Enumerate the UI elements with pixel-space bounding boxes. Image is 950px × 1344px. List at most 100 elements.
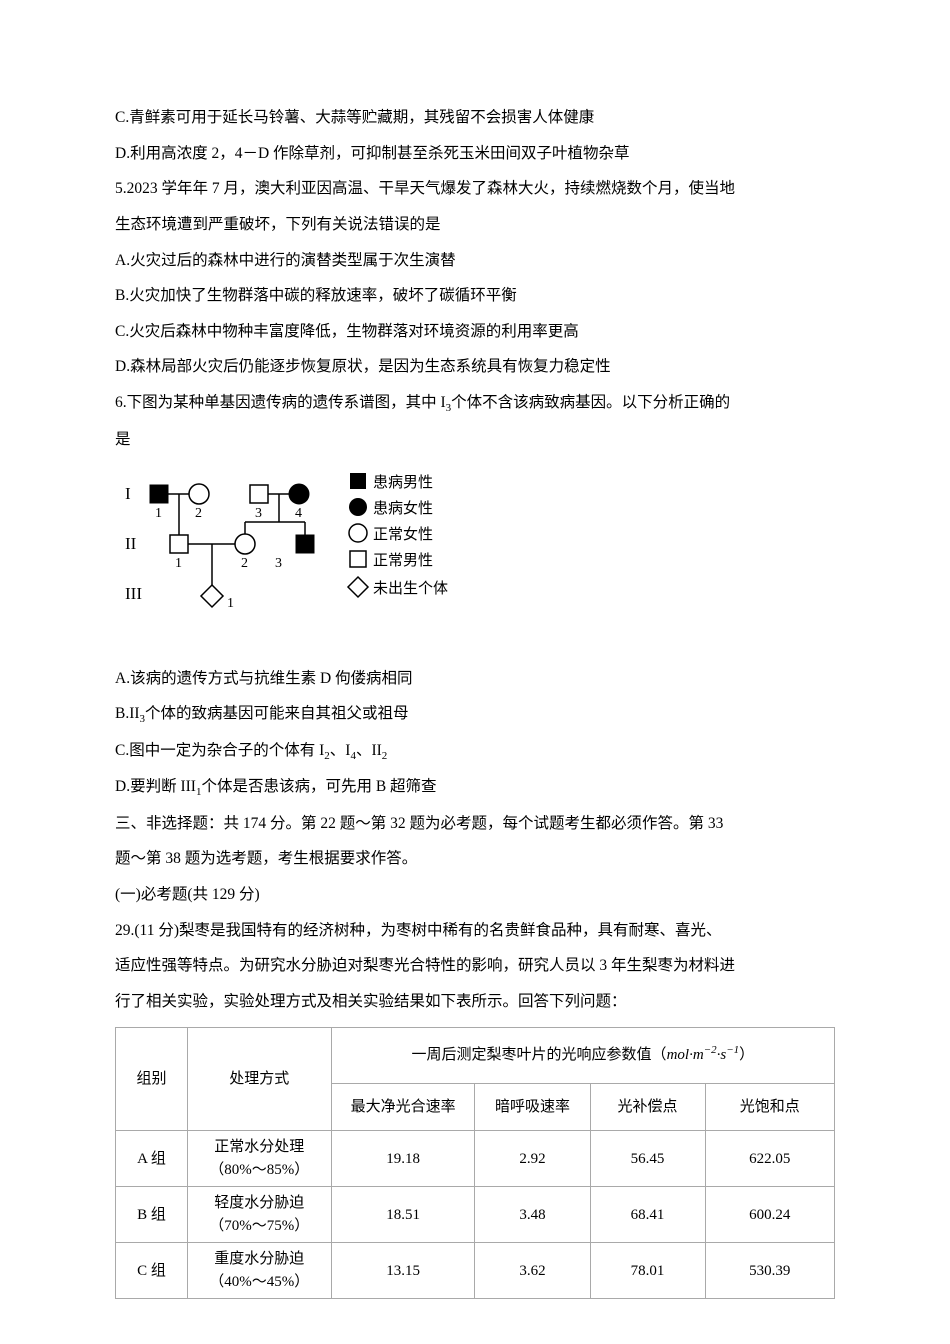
section-3-2: 题～第 38 题为选考题，考生根据要求作答。 <box>115 841 835 877</box>
cell-v2: 2.92 <box>475 1131 590 1187</box>
q5-b: B.火灾加快了生物群落中碳的释放速率，破坏了碳循环平衡 <box>115 278 835 314</box>
ii1-label: 1 <box>175 556 182 571</box>
q29-1: 29.(11 分)梨枣是我国特有的经济树种，为枣树中稀有的名贵鲜食品种，具有耐寒… <box>115 913 835 949</box>
q5-stem-1: 5.2023 学年年 7 月，澳大利亚因高温、干旱天气爆发了森林大火，持续燃烧数… <box>115 171 835 207</box>
legend-unborn-icon <box>348 577 368 597</box>
cell-v2: 3.62 <box>475 1243 590 1299</box>
q6-c-1: C.图中一定为杂合子的个体有 I <box>115 742 324 759</box>
table-row: C 组 重度水分胁迫 （40%～45%） 13.15 3.62 78.01 530… <box>116 1243 835 1299</box>
cell-v4: 622.05 <box>705 1131 834 1187</box>
ii3-square <box>296 535 314 553</box>
legend-unborn: 未出生个体 <box>373 580 448 597</box>
treat-2: （70%～75%） <box>209 1218 309 1234</box>
gen-label-1: I <box>125 484 131 503</box>
legend-afff: 患病女性 <box>373 499 433 517</box>
q6-stem-1a: 6.下图为某种单基因遗传病的遗传系谱图，其中 I <box>115 394 446 411</box>
treat-2: （40%～45%） <box>209 1274 309 1290</box>
ii3-label: 3 <box>275 556 282 571</box>
treat-2: （80%～85%） <box>209 1162 309 1178</box>
i2-label: 2 <box>195 506 202 521</box>
iii1-label: 1 <box>227 596 234 611</box>
q6-b-2: 个体的致病基因可能来自其祖父或祖母 <box>145 705 409 722</box>
treat-1: 正常水分处理 <box>214 1139 304 1155</box>
legend-affm-icon <box>350 473 366 489</box>
i4-label: 4 <box>295 506 302 521</box>
cell-treat: 重度水分胁迫 （40%～45%） <box>187 1243 331 1299</box>
cell-group: C 组 <box>116 1243 188 1299</box>
i1-label: 1 <box>155 506 162 521</box>
q6-c-2: 、I <box>330 742 351 759</box>
cell-treat: 轻度水分胁迫 （70%～75%） <box>187 1187 331 1243</box>
ii2-label: 2 <box>241 556 248 571</box>
cell-v1: 19.18 <box>331 1131 475 1187</box>
cell-v2: 3.48 <box>475 1187 590 1243</box>
hdr-c2: 暗呼吸速率 <box>475 1083 590 1131</box>
cell-v4: 530.39 <box>705 1243 834 1299</box>
legend-affm: 患病男性 <box>373 474 433 491</box>
q6-stem-2: 是 <box>115 422 835 458</box>
pedigree-diagram: I II III 1 2 3 4 1 2 3 1 患病男性 患病女性 正常女性 … <box>115 467 515 637</box>
ii2-circle <box>235 534 255 554</box>
legend-afff-icon <box>349 498 367 516</box>
q5-stem-2: 生态环境遭到严重破坏，下列有关说法错误的是 <box>115 207 835 243</box>
experiment-table-wrap: 组别 处理方式 一周后测定梨枣叶片的光响应参数值（mol·m−2·s−1） 最大… <box>115 1027 835 1299</box>
q6-stem-1b: 个体不含该病致病基因。以下分析正确的 <box>451 394 730 411</box>
i1-square <box>150 485 168 503</box>
q6-d-1: D.要判断 III <box>115 778 196 795</box>
q5-d: D.森林局部火灾后仍能逐步恢复原状，是因为生态系统具有恢复力稳定性 <box>115 349 835 385</box>
experiment-table: 组别 处理方式 一周后测定梨枣叶片的光响应参数值（mol·m−2·s−1） 最大… <box>115 1027 835 1299</box>
hdr-merged-prefix: 一周后测定梨枣叶片的光响应参数值（ <box>412 1047 667 1063</box>
table-header-row-1: 组别 处理方式 一周后测定梨枣叶片的光响应参数值（mol·m−2·s−1） <box>116 1028 835 1084</box>
q6-d: D.要判断 III1个体是否患该病，可先用 B 超筛查 <box>115 769 835 805</box>
option-c: C.青鲜素可用于延长马铃薯、大蒜等贮藏期，其残留不会损害人体健康 <box>115 100 835 136</box>
hdr-unit-2: ·s <box>717 1047 727 1063</box>
i4-circle <box>289 484 309 504</box>
cell-group: A 组 <box>116 1131 188 1187</box>
hdr-treatment: 处理方式 <box>187 1028 331 1131</box>
required-header: (一)必考题(共 129 分) <box>115 877 835 913</box>
cell-v1: 18.51 <box>331 1187 475 1243</box>
q6-c-3: 、II <box>356 742 382 759</box>
gen-label-3: III <box>125 584 142 603</box>
hdr-unit: mol·m−2·s−1 <box>667 1047 740 1063</box>
table-row: B 组 轻度水分胁迫（70%～75%） 18.51 3.48 68.41 600… <box>116 1187 835 1243</box>
legend-nf-icon <box>349 524 367 542</box>
cell-v3: 78.01 <box>590 1243 705 1299</box>
i2-circle <box>189 484 209 504</box>
hdr-c4: 光饱和点 <box>705 1083 834 1131</box>
cell-v4: 600.24 <box>705 1187 834 1243</box>
i3-label: 3 <box>255 506 262 521</box>
treat-1: 重度水分胁迫 <box>214 1251 304 1267</box>
hdr-c3: 光补偿点 <box>590 1083 705 1131</box>
section-3-1: 三、非选择题：共 174 分。第 22 题～第 32 题为必考题，每个试题考生都… <box>115 806 835 842</box>
cell-treat: 正常水分处理 （80%～85%） <box>187 1131 331 1187</box>
q6-stem-1: 6.下图为某种单基因遗传病的遗传系谱图，其中 I3个体不含该病致病基因。以下分析… <box>115 385 835 421</box>
ii1-square <box>170 535 188 553</box>
q6-b-1: B.II <box>115 705 140 722</box>
q5-a: A.火灾过后的森林中进行的演替类型属于次生演替 <box>115 243 835 279</box>
i3-square <box>250 485 268 503</box>
treat-1: 轻度水分胁迫 <box>214 1195 304 1211</box>
option-d: D.利用高浓度 2，4－D 作除草剂，可抑制甚至杀死玉米田间双子叶植物杂草 <box>115 136 835 172</box>
cell-v3: 56.45 <box>590 1131 705 1187</box>
q6-a: A.该病的遗传方式与抗维生素 D 佝偻病相同 <box>115 661 835 697</box>
cell-v1: 13.15 <box>331 1243 475 1299</box>
q6-c: C.图中一定为杂合子的个体有 I2、I4、II2 <box>115 733 835 769</box>
q29-2: 适应性强等特点。为研究水分胁迫对梨枣光合特性的影响，研究人员以 3 年生梨枣为材… <box>115 948 835 984</box>
hdr-group: 组别 <box>116 1028 188 1131</box>
q6-d-2: 个体是否患该病，可先用 B 超筛查 <box>201 778 436 795</box>
q29-3: 行了相关实验，实验处理方式及相关实验结果如下表所示。回答下列问题： <box>115 984 835 1020</box>
sub-ii2: 2 <box>382 750 388 762</box>
hdr-unit-sup2: −1 <box>726 1044 739 1056</box>
legend-nm-icon <box>350 551 366 567</box>
table-row: A 组 正常水分处理 （80%～85%） 19.18 2.92 56.45 622… <box>116 1131 835 1187</box>
q6-b: B.II3个体的致病基因可能来自其祖父或祖母 <box>115 696 835 732</box>
hdr-unit-1: mol·m <box>667 1047 704 1063</box>
legend-nf: 正常女性 <box>373 525 433 543</box>
gen-label-2: II <box>125 534 137 553</box>
hdr-unit-sup1: −2 <box>704 1044 717 1056</box>
legend-nm: 正常男性 <box>373 552 433 569</box>
hdr-merged-suffix: ） <box>739 1047 754 1063</box>
cell-v3: 68.41 <box>590 1187 705 1243</box>
hdr-merged: 一周后测定梨枣叶片的光响应参数值（mol·m−2·s−1） <box>331 1028 834 1084</box>
